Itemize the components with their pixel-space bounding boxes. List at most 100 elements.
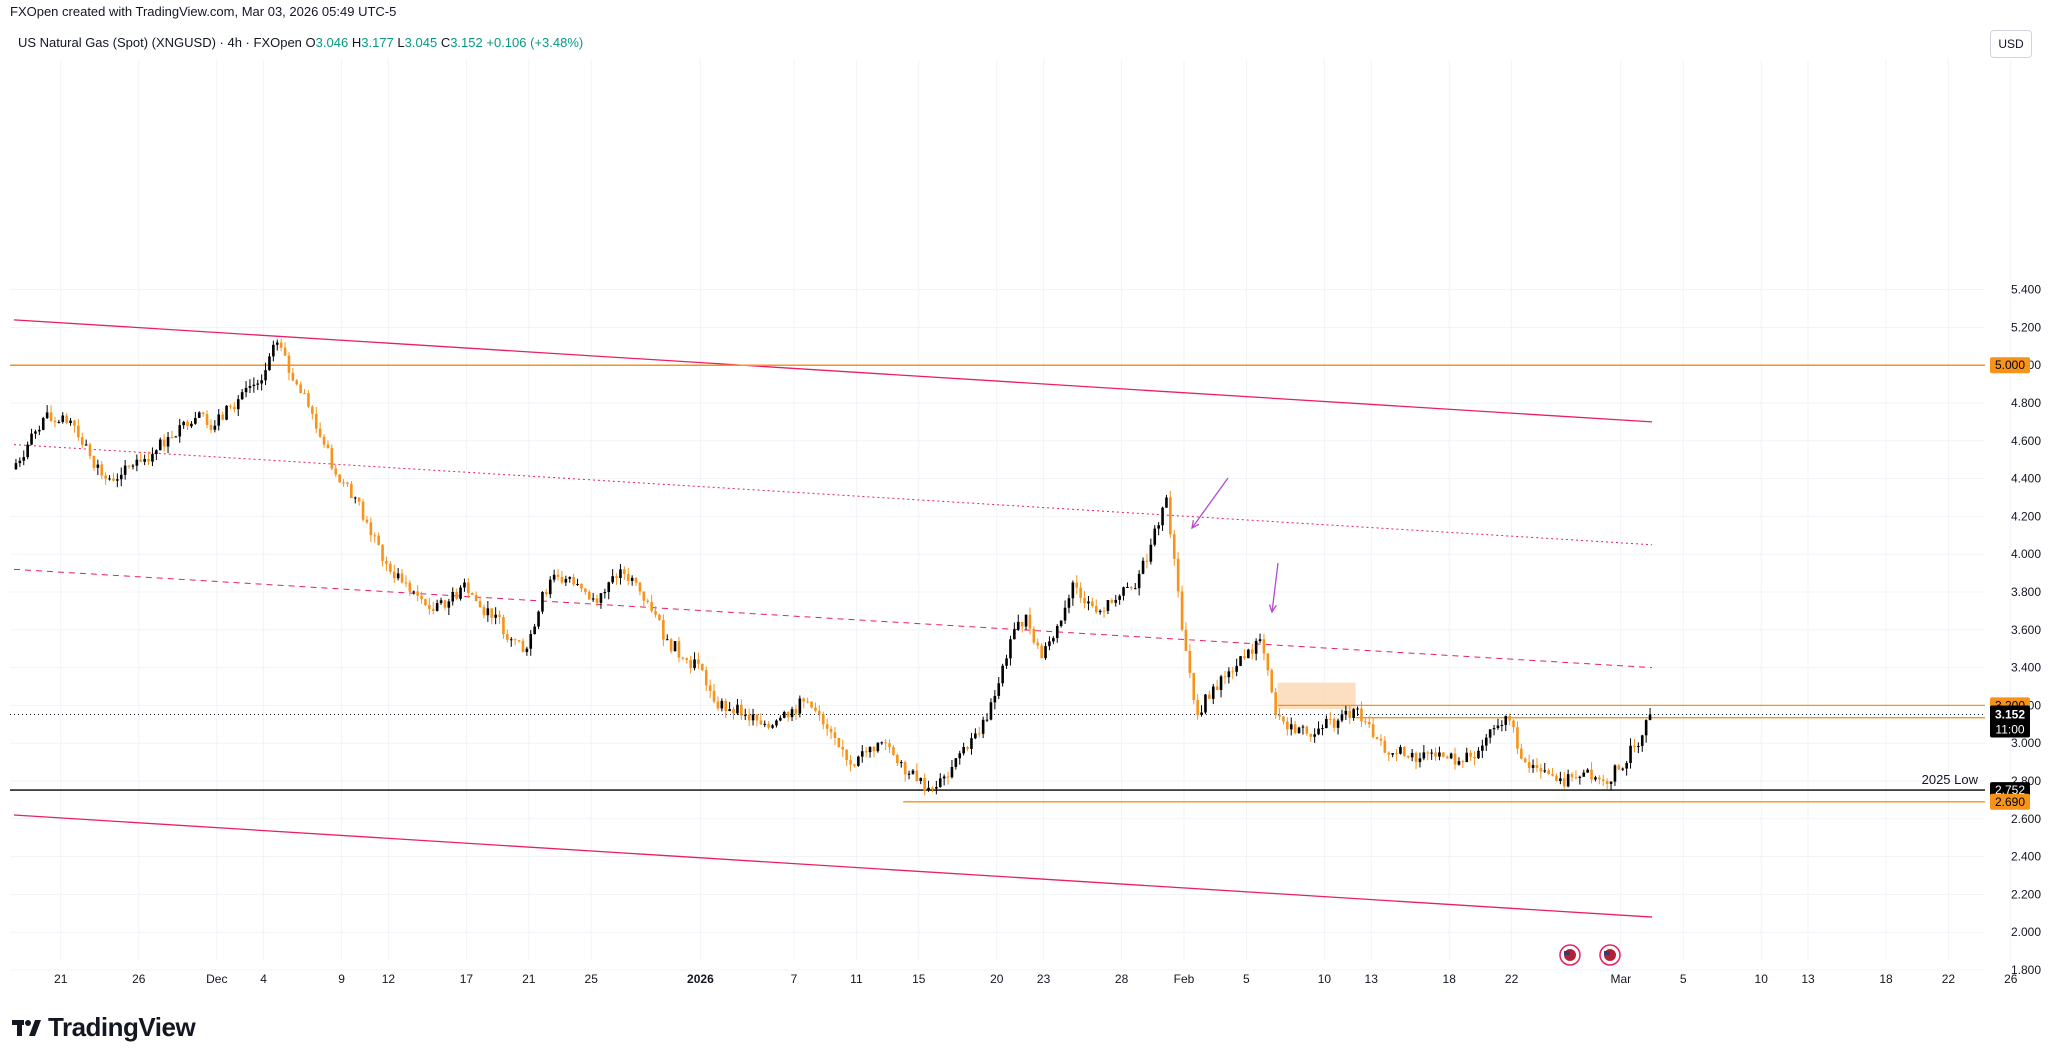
candle-body <box>41 418 45 430</box>
candle-body <box>1395 753 1398 755</box>
candle-body <box>1465 752 1469 763</box>
candle-body <box>1106 600 1110 611</box>
tradingview-logo-icon <box>12 1019 41 1036</box>
candle-countdown-label: 11:00 <box>1995 722 2024 736</box>
candle-body <box>802 698 806 702</box>
open-value: 3.046 <box>315 35 349 50</box>
x-tick-label: Dec <box>206 972 227 986</box>
candle-body <box>1032 628 1036 643</box>
candle-body <box>1523 758 1527 763</box>
candle-body <box>1356 708 1359 710</box>
candle-body <box>919 777 923 781</box>
candle-body <box>1211 686 1215 699</box>
candle-body <box>884 742 887 744</box>
candle-body <box>240 392 244 400</box>
candle-body <box>1247 649 1250 659</box>
candle-body <box>26 444 29 458</box>
x-tick-label: 5 <box>1680 972 1687 986</box>
candle-body <box>1114 599 1118 603</box>
candle-body <box>1422 752 1426 759</box>
candle-body <box>1231 671 1235 673</box>
candle-body <box>1418 758 1422 763</box>
annotation-arrow-1 <box>1191 477 1229 529</box>
candle-body <box>845 749 848 760</box>
candle-body <box>1371 724 1375 737</box>
candle-body <box>537 611 540 627</box>
candle-body <box>435 603 439 611</box>
candle-body <box>53 420 57 423</box>
candle-body <box>1204 694 1207 713</box>
candle-body <box>1336 720 1340 728</box>
candle-body <box>779 717 782 721</box>
candle-body <box>1258 639 1262 642</box>
candle-body <box>1352 709 1355 718</box>
candle-body <box>1048 641 1051 647</box>
candle-body <box>104 475 107 479</box>
candle-body <box>942 776 946 779</box>
symbol-name[interactable]: US Natural Gas (Spot) (XNGUSD) · 4h · FX… <box>18 35 302 50</box>
candle-body <box>1586 769 1589 773</box>
candle-body <box>966 746 969 749</box>
candle-body <box>599 593 603 603</box>
candle-body <box>264 370 267 381</box>
price-chart[interactable]: 5.400 5.200 5.000 4.800 4.600 4.400 4.200 4.000… <box>0 0 2048 1000</box>
candle-body <box>529 634 533 649</box>
candle-body <box>303 393 306 395</box>
candle-body <box>1457 761 1461 765</box>
price-label-5000-bg <box>1990 357 2030 374</box>
candle-body <box>1020 621 1024 627</box>
candle-body <box>385 560 388 564</box>
candle-body <box>775 720 778 726</box>
change-value: +0.106 (+3.48%) <box>486 35 584 50</box>
candle-body <box>763 723 767 725</box>
high-value: 3.177 <box>361 35 394 50</box>
candle-body <box>1321 728 1324 730</box>
x-tick-label: 25 <box>585 972 599 986</box>
candle-body <box>868 746 872 753</box>
candle-body <box>1508 716 1511 721</box>
candle-body <box>470 592 474 595</box>
candle-body <box>935 787 938 789</box>
current-price-label-bg <box>1990 705 2030 738</box>
x-tick-label: 9 <box>338 972 345 986</box>
candle-body <box>1387 752 1391 755</box>
candle-body <box>1367 721 1371 725</box>
candle-body <box>1052 638 1055 642</box>
candle-body <box>853 764 856 766</box>
candle-body <box>482 607 486 616</box>
candle-body <box>69 420 72 424</box>
candle-body <box>681 657 685 659</box>
candle-body <box>283 347 287 356</box>
candle-body <box>1016 621 1020 630</box>
candle-body <box>486 608 490 616</box>
candle-body <box>467 582 470 593</box>
candle-body <box>782 712 786 718</box>
candle-body <box>658 614 661 620</box>
y-tick-label: 2.400 <box>2011 850 2041 864</box>
candle-body <box>1535 765 1539 769</box>
candle-body <box>1442 752 1445 757</box>
candle-body <box>116 479 119 481</box>
candle-body <box>162 439 166 447</box>
price-label-2690: 2.690 <box>1995 795 2025 809</box>
candle-body <box>365 519 369 523</box>
low-label: L <box>397 35 405 50</box>
candle-body <box>1028 614 1032 629</box>
candle-body <box>1184 629 1188 651</box>
candle-body <box>1079 587 1082 598</box>
candle-body <box>1360 708 1363 722</box>
candle-body <box>49 412 53 421</box>
candle-body <box>1309 733 1313 737</box>
candle-body <box>880 742 884 744</box>
candle-body <box>1071 582 1075 599</box>
annotation-arrow-1-head <box>1191 520 1200 530</box>
candle-body <box>1141 560 1145 574</box>
currency-button[interactable]: USD <box>1990 30 2032 58</box>
x-tick-label: 26 <box>2004 972 2018 986</box>
x-tick-label: 18 <box>1443 972 1457 986</box>
candle-body <box>350 483 353 498</box>
candle-body <box>1449 753 1453 759</box>
candle-body <box>572 577 575 585</box>
candle-body <box>693 659 696 669</box>
candle-body <box>174 436 178 438</box>
